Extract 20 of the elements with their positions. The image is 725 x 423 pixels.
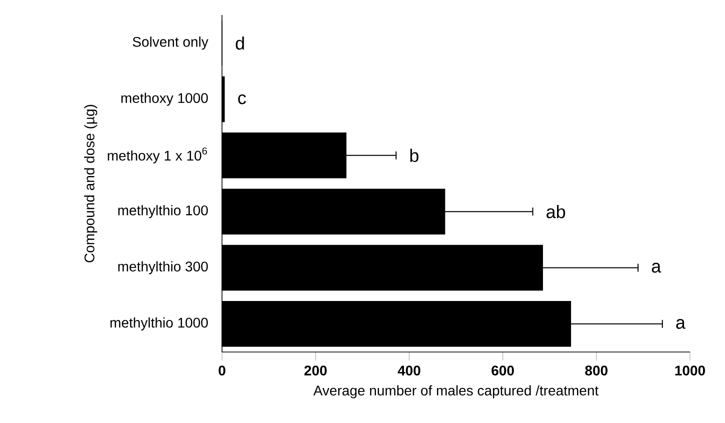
- x-tick-label: 800: [585, 366, 608, 376]
- y-tick-label: methoxy 1 x 10$^{6}$: [108, 147, 207, 164]
- annotation: ab: [546, 204, 566, 218]
- y-tick-label: methoxy 1000: [121, 92, 208, 106]
- annotation: d: [236, 36, 244, 50]
- x-tick-label: 400: [398, 366, 420, 376]
- annotation: a: [676, 318, 686, 329]
- annotation: a: [652, 262, 662, 273]
- y-tick-label: Solvent only: [132, 36, 208, 50]
- y-tick-label: methylthio 100: [118, 205, 208, 218]
- x-tick-label: 200: [304, 366, 327, 376]
- y-tick-label: methylthio 300: [118, 261, 208, 274]
- annotation: b: [410, 148, 418, 162]
- annotation: c: [238, 94, 246, 104]
- x-tick-label: 0: [218, 366, 226, 376]
- x-tick-label: 600: [492, 366, 514, 376]
- y-tick-label: methylthio 1000: [110, 317, 208, 330]
- x-tick-label: 1000: [675, 366, 705, 376]
- x-axis-title: Average number of males captured /treatment: [313, 385, 599, 398]
- y-axis-title: Compound and dose (µg): [84, 104, 98, 262]
